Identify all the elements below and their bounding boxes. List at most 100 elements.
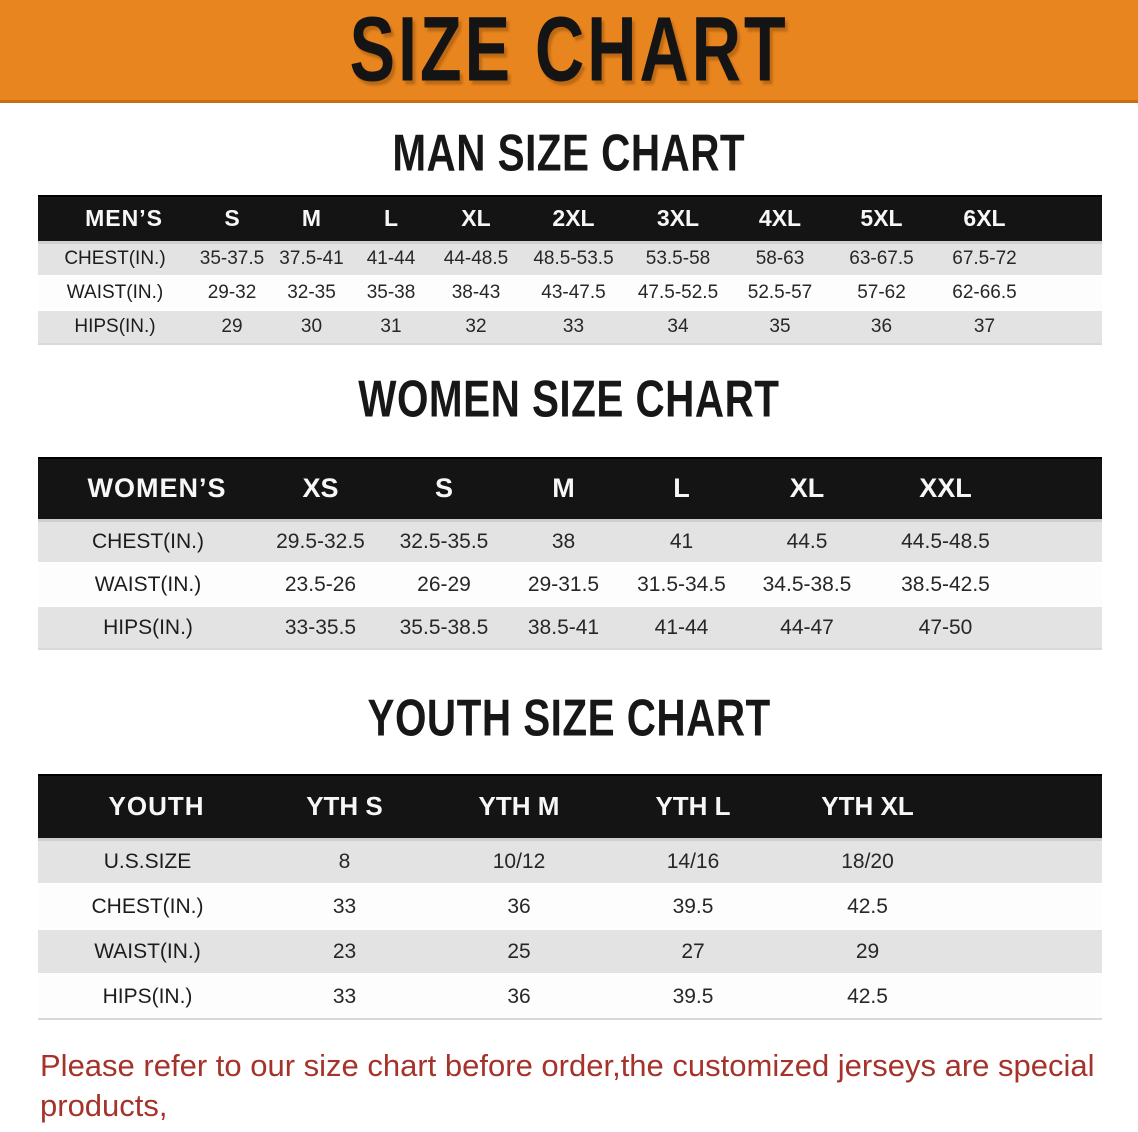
column-header: 4XL	[730, 195, 830, 244]
size-cell: 42.5	[780, 883, 955, 929]
size-cell: 32.5-35.5	[383, 519, 505, 563]
size-cell: 37.5-41	[272, 241, 351, 276]
spacer-cell	[1018, 562, 1102, 606]
youth-size-table: YOUTH YTH S YTH M YTH L YTH XL U.S.SIZE …	[38, 774, 1102, 1020]
size-cell: 37	[933, 309, 1036, 344]
size-cell: 47-50	[873, 605, 1018, 649]
column-header: S	[192, 195, 272, 244]
row-label: HIPS(IN.)	[38, 973, 257, 1019]
size-cell: 29	[780, 928, 955, 974]
spacer-cell	[955, 928, 1102, 974]
column-header: 3XL	[626, 195, 730, 244]
size-cell: 29	[192, 309, 272, 344]
size-cell: 34	[626, 309, 730, 344]
size-cell: 33	[257, 973, 432, 1019]
spacer-cell	[1018, 457, 1102, 522]
size-cell: 57-62	[830, 275, 933, 310]
spacer-cell	[1036, 309, 1102, 344]
size-cell: 31.5-34.5	[622, 562, 741, 606]
size-cell: 44-48.5	[431, 241, 521, 276]
table-row: HIPS(IN.) 29 30 31 32 33 34 35 36 37	[38, 309, 1102, 344]
size-cell: 34.5-38.5	[741, 562, 873, 606]
row-label: HIPS(IN.)	[38, 309, 192, 344]
table-row: HIPS(IN.) 33-35.5 35.5-38.5 38.5-41 41-4…	[38, 605, 1102, 649]
size-cell: 33	[257, 883, 432, 929]
size-cell: 47.5-52.5	[626, 275, 730, 310]
size-cell: 23.5-26	[258, 562, 383, 606]
size-cell: 43-47.5	[521, 275, 626, 310]
size-cell: 38	[505, 519, 622, 563]
size-cell: 67.5-72	[933, 241, 1036, 276]
men-size-table: MEN’S S M L XL 2XL 3XL 4XL 5XL 6XL CHEST…	[38, 195, 1102, 345]
column-header: XXL	[873, 457, 1018, 522]
size-cell: 41	[622, 519, 741, 563]
women-section-heading: WOMEN SIZE CHART	[358, 370, 780, 429]
size-cell: 32-35	[272, 275, 351, 310]
size-cell: 63-67.5	[830, 241, 933, 276]
size-cell: 52.5-57	[730, 275, 830, 310]
row-label: CHEST(IN.)	[38, 883, 257, 929]
size-cell: 39.5	[606, 883, 780, 929]
men-section-heading: MAN SIZE CHART	[392, 124, 746, 183]
table-row: HIPS(IN.) 33 36 39.5 42.5	[38, 973, 1102, 1019]
row-label: WAIST(IN.)	[38, 928, 257, 974]
youth-section: YOUTH SIZE CHART	[0, 650, 1138, 748]
size-cell: 44.5-48.5	[873, 519, 1018, 563]
table-row: U.S.SIZE 8 10/12 14/16 18/20	[38, 838, 1102, 884]
row-label: WAIST(IN.)	[38, 562, 258, 606]
column-header: 6XL	[933, 195, 1036, 244]
column-header: YTH XL	[780, 774, 955, 841]
size-cell: 27	[606, 928, 780, 974]
size-cell: 29-31.5	[505, 562, 622, 606]
size-cell: 39.5	[606, 973, 780, 1019]
spacer-cell	[1018, 519, 1102, 563]
youth-section-heading: YOUTH SIZE CHART	[367, 689, 771, 748]
women-header-row: WOMEN’S XS S M L XL XXL	[38, 457, 1102, 522]
table-row: CHEST(IN.) 35-37.5 37.5-41 41-44 44-48.5…	[38, 241, 1102, 276]
size-cell: 33-35.5	[258, 605, 383, 649]
spacer-cell	[1036, 275, 1102, 310]
table-row: CHEST(IN.) 33 36 39.5 42.5	[38, 883, 1102, 929]
column-header: YTH S	[257, 774, 432, 841]
size-cell: 38.5-42.5	[873, 562, 1018, 606]
size-cell: 32	[431, 309, 521, 344]
men-section: MAN SIZE CHART	[0, 103, 1138, 183]
size-cell: 8	[257, 838, 432, 884]
table-row: CHEST(IN.) 29.5-32.5 32.5-35.5 38 41 44.…	[38, 519, 1102, 563]
size-cell: 58-63	[730, 241, 830, 276]
column-header: XS	[258, 457, 383, 522]
disclaimer-note: Please refer to our size chart before or…	[40, 1046, 1118, 1132]
banner-title: SIZE CHART	[349, 0, 789, 102]
size-chart-banner: SIZE CHART	[0, 0, 1138, 103]
column-header: L	[351, 195, 431, 244]
size-cell: 36	[432, 883, 606, 929]
size-cell: 18/20	[780, 838, 955, 884]
table-row: WAIST(IN.) 29-32 32-35 35-38 38-43 43-47…	[38, 275, 1102, 310]
size-cell: 29.5-32.5	[258, 519, 383, 563]
size-cell: 29-32	[192, 275, 272, 310]
size-cell: 44.5	[741, 519, 873, 563]
column-header: YTH M	[432, 774, 606, 841]
size-cell: 25	[432, 928, 606, 974]
row-label: CHEST(IN.)	[38, 519, 258, 563]
row-label: U.S.SIZE	[38, 838, 257, 884]
size-cell: 41-44	[351, 241, 431, 276]
column-header: M	[272, 195, 351, 244]
column-header: 2XL	[521, 195, 626, 244]
size-cell: 38-43	[431, 275, 521, 310]
size-cell: 35-38	[351, 275, 431, 310]
size-cell: 35	[730, 309, 830, 344]
column-header: S	[383, 457, 505, 522]
size-cell: 48.5-53.5	[521, 241, 626, 276]
column-header: M	[505, 457, 622, 522]
spacer-cell	[1036, 241, 1102, 276]
size-cell: 38.5-41	[505, 605, 622, 649]
disclaimer-line-1: Please refer to our size chart before or…	[40, 1048, 1095, 1123]
size-cell: 35.5-38.5	[383, 605, 505, 649]
size-cell: 42.5	[780, 973, 955, 1019]
size-cell: 35-37.5	[192, 241, 272, 276]
disclaimer-line-2: we don't accept cancel, change, teturn o…	[40, 1126, 1118, 1132]
women-size-table: WOMEN’S XS S M L XL XXL CHEST(IN.) 29.5-…	[38, 457, 1102, 650]
size-cell: 41-44	[622, 605, 741, 649]
column-header: XL	[431, 195, 521, 244]
